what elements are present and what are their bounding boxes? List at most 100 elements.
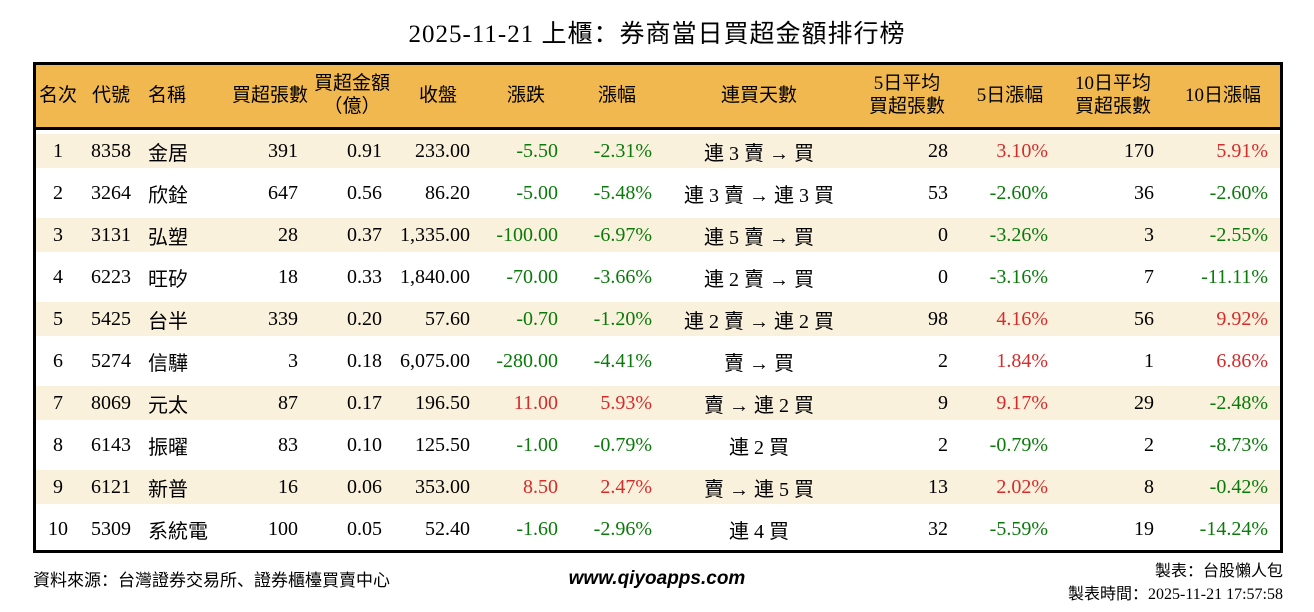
cell-rank: 2 [36,172,80,214]
cell-rank: 6 [36,340,80,382]
cell-chg_pct: 5.93% [570,382,664,424]
cell-rank: 10 [36,508,80,550]
cell-streak: 連 4 買 [664,508,854,550]
cell-chg: -100.00 [482,214,570,256]
cell-name: 新普 [142,466,230,508]
cell-chg: -1.00 [482,424,570,466]
cell-chg_pct: -4.41% [570,340,664,382]
cell-pct10: 5.91% [1166,130,1280,172]
report-generated-time: 製表時間：2025-11-21 17:57:58 [1068,586,1283,603]
cell-vol: 3 [230,340,310,382]
cell-vol: 100 [230,508,310,550]
cell-streak: 賣 → 連 2 買 [664,382,854,424]
cell-pct10: -2.48% [1166,382,1280,424]
cell-rank: 8 [36,424,80,466]
cell-avg10: 8 [1060,466,1166,508]
cell-amt: 0.17 [310,382,394,424]
cell-avg10: 36 [1060,172,1166,214]
cell-close: 1,840.00 [394,256,482,298]
cell-chg: -0.70 [482,298,570,340]
website-watermark: www.qiyoapps.com [568,568,746,589]
report-author: 製表：台股懶人包 [1154,563,1283,580]
cell-name: 欣銓 [142,172,230,214]
col-header-pct10: 10日漲幅 [1166,65,1280,130]
cell-vol: 18 [230,256,310,298]
cell-vol: 28 [230,214,310,256]
header-row: 名次 代號 名稱 買超張數 買超金額 （億） 收盤 漲跌 漲幅 連買天數 5日平均 買超張數 5日漲… [36,65,1280,130]
cell-avg5: 32 [854,508,960,550]
cell-name: 金居 [142,130,230,172]
broker-net-buy-ranking-table: 名次 代號 名稱 買超張數 買超金額 （億） 收盤 漲跌 漲幅 連買天數 5日平均 買超張數 5日漲… [33,62,1283,553]
cell-chg: -280.00 [482,340,570,382]
cell-avg10: 2 [1060,424,1166,466]
credits-block: 製表：台股懶人包 製表時間：2025-11-21 17:57:58 [1068,560,1283,606]
col-header-streak: 連買天數 [664,65,854,130]
cell-pct5: -3.26% [960,214,1060,256]
cell-avg5: 53 [854,172,960,214]
cell-chg_pct: -0.79% [570,424,664,466]
cell-pct5: 2.02% [960,466,1060,508]
cell-amt: 0.05 [310,508,394,550]
cell-avg10: 1 [1060,340,1166,382]
col-header-amt: 買超金額 （億） [310,65,394,130]
col-header-chg: 漲跌 [482,65,570,130]
cell-chg_pct: -2.31% [570,130,664,172]
page-title: 2025-11-21 上櫃：券商當日買超金額排行榜 [408,21,906,48]
cell-avg5: 0 [854,214,960,256]
table-row: 8 6143 振曜 83 0.10 125.50 -1.00 -0.79% 連 2 買 2 -0.7… [36,424,1280,466]
table-body: 1 8358 金居 391 0.91 233.00 -5.50 -2.31% 連 3 賣 → 買… [36,130,1280,550]
cell-vol: 647 [230,172,310,214]
cell-chg_pct: -3.66% [570,256,664,298]
cell-close: 57.60 [394,298,482,340]
cell-name: 信驊 [142,340,230,382]
cell-avg5: 9 [854,382,960,424]
cell-pct5: -3.16% [960,256,1060,298]
cell-amt: 0.10 [310,424,394,466]
cell-pct10: -0.42% [1166,466,1280,508]
cell-rank: 3 [36,214,80,256]
cell-code: 6121 [80,466,142,508]
col-header-pct5: 5日漲幅 [960,65,1060,130]
cell-avg5: 98 [854,298,960,340]
cell-avg5: 28 [854,130,960,172]
cell-code: 3131 [80,214,142,256]
col-header-rank: 名次 [36,65,80,130]
table-row: 4 6223 旺矽 18 0.33 1,840.00 -70.00 -3.66% 連 2 賣 →… [36,256,1280,298]
table-row: 9 6121 新普 16 0.06 353.00 8.50 2.47% 賣 → 連 5 買 13 2… [36,466,1280,508]
table-row: 2 3264 欣銓 647 0.56 86.20 -5.00 -5.48% 連 3 賣 → 連 … [36,172,1280,214]
cell-rank: 4 [36,256,80,298]
cell-chg_pct: -1.20% [570,298,664,340]
cell-close: 233.00 [394,130,482,172]
cell-amt: 0.06 [310,466,394,508]
col-header-avg10: 10日平均 買超張數 [1060,65,1166,130]
cell-close: 125.50 [394,424,482,466]
cell-code: 5309 [80,508,142,550]
cell-pct5: 9.17% [960,382,1060,424]
col-header-avg5: 5日平均 買超張數 [854,65,960,130]
cell-chg: 8.50 [482,466,570,508]
cell-amt: 0.18 [310,340,394,382]
cell-avg10: 3 [1060,214,1166,256]
cell-streak: 賣 → 連 5 買 [664,466,854,508]
cell-close: 353.00 [394,466,482,508]
cell-streak: 連 5 賣 → 買 [664,214,854,256]
cell-streak: 連 3 賣 → 連 3 買 [664,172,854,214]
cell-name: 元太 [142,382,230,424]
cell-close: 6,075.00 [394,340,482,382]
cell-chg_pct: -5.48% [570,172,664,214]
cell-streak: 賣 → 買 [664,340,854,382]
cell-streak: 連 3 賣 → 買 [664,130,854,172]
cell-chg_pct: -6.97% [570,214,664,256]
cell-code: 6143 [80,424,142,466]
cell-vol: 16 [230,466,310,508]
cell-avg10: 29 [1060,382,1166,424]
cell-chg: -70.00 [482,256,570,298]
table-row: 10 5309 系統電 100 0.05 52.40 -1.60 -2.96% 連 4 買 32-… [36,508,1280,550]
cell-chg_pct: 2.47% [570,466,664,508]
cell-pct10: -8.73% [1166,424,1280,466]
cell-avg5: 0 [854,256,960,298]
cell-pct5: 3.10% [960,130,1060,172]
cell-close: 52.40 [394,508,482,550]
